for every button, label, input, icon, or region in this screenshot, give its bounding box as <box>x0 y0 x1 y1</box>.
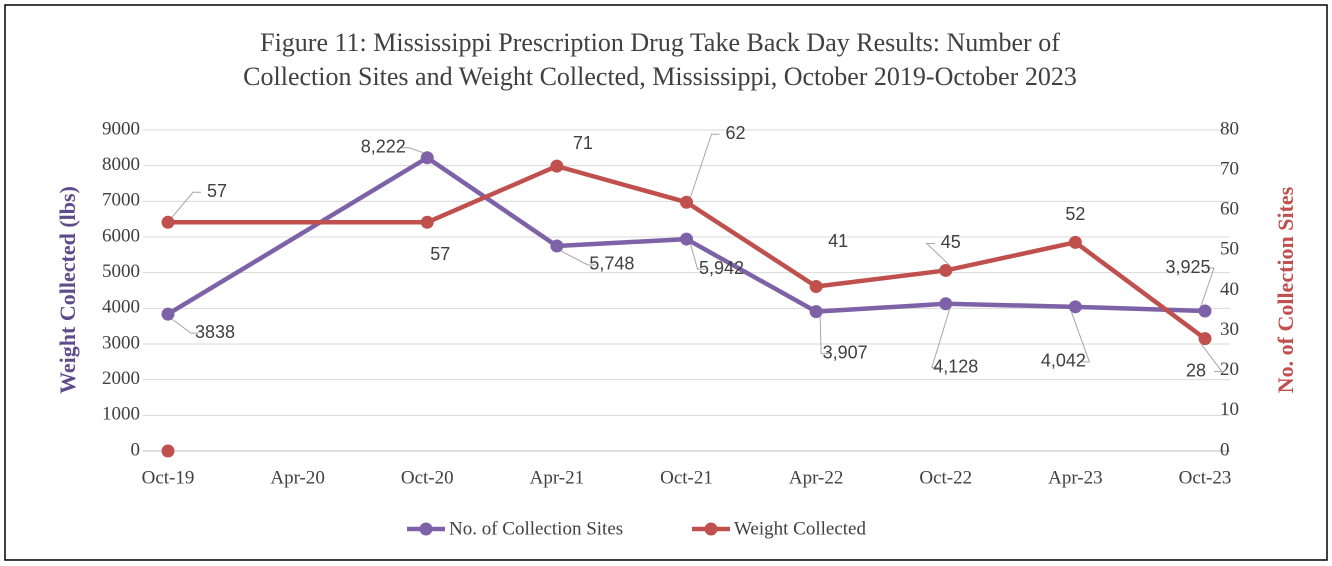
y2-tick-label: 80 <box>1220 118 1239 139</box>
x-tick-label: Oct-23 <box>1179 467 1232 488</box>
y-axis-title: Weight Collected (lbs) <box>55 186 80 394</box>
leader-line <box>931 308 951 369</box>
data-label: 3838 <box>195 322 235 342</box>
legend-label: Weight Collected <box>734 518 866 539</box>
data-label: 41 <box>828 231 848 251</box>
y-tick-label: 7000 <box>102 190 140 211</box>
data-label: 5,942 <box>699 258 744 278</box>
data-point <box>809 305 823 319</box>
y2-tick-label: 40 <box>1220 279 1239 300</box>
leader-line <box>690 133 720 198</box>
leader-line <box>690 243 706 270</box>
data-point <box>680 195 693 209</box>
data-label: 57 <box>430 244 450 264</box>
y-tick-label: 1000 <box>102 404 140 425</box>
leader-line <box>560 250 596 266</box>
y2-tick-label: 60 <box>1220 199 1239 220</box>
x-tick-label: Oct-21 <box>660 467 713 488</box>
legend-marker <box>419 522 433 536</box>
data-point <box>939 263 953 277</box>
data-point <box>550 159 564 173</box>
x-tick-label: Oct-20 <box>401 467 454 488</box>
y-tick-label: 2000 <box>102 368 140 389</box>
data-point <box>161 215 175 229</box>
data-point <box>550 239 564 253</box>
data-point <box>161 307 175 321</box>
leader-line <box>171 191 201 218</box>
data-point <box>420 151 434 165</box>
y-tick-label: 4000 <box>102 297 140 318</box>
chart-border <box>4 4 1328 561</box>
data-point <box>1068 235 1082 249</box>
chart-title: Figure 11: Mississippi Prescription Drug… <box>260 28 1060 57</box>
leader-line <box>171 318 199 334</box>
data-label: 52 <box>1065 204 1085 224</box>
x-tick-label: Oct-19 <box>142 467 195 488</box>
y-tick-label: 6000 <box>102 225 140 246</box>
data-point <box>1068 300 1082 314</box>
data-label: 57 <box>207 181 227 201</box>
data-label: 3,907 <box>823 342 868 362</box>
series-line <box>168 163 1207 341</box>
data-label: 5,748 <box>589 254 634 274</box>
chart-title: Collection Sites and Weight Collected, M… <box>243 62 1077 91</box>
y-tick-label: 5000 <box>102 261 140 282</box>
data-label: 8,222 <box>361 136 406 156</box>
legend-label: No. of Collection Sites <box>449 518 623 539</box>
x-tick-label: Apr-23 <box>1048 467 1103 488</box>
x-tick-label: Apr-22 <box>789 467 844 488</box>
series-line <box>166 155 1206 317</box>
data-label: 62 <box>725 123 745 143</box>
data-label: 28 <box>1186 360 1206 380</box>
data-label: 4,042 <box>1041 351 1086 371</box>
leader-line <box>1200 343 1223 373</box>
y2-tick-label: 20 <box>1220 359 1239 380</box>
y-tick-label: 0 <box>131 439 141 460</box>
data-point <box>939 297 953 311</box>
data-label: 71 <box>573 133 593 153</box>
y-tick-label: 9000 <box>102 118 140 139</box>
data-point <box>420 215 434 229</box>
x-tick-label: Oct-22 <box>919 467 972 488</box>
y2-tick-label: 10 <box>1220 399 1239 420</box>
x-tick-label: Apr-21 <box>530 467 585 488</box>
leader-line <box>401 147 424 154</box>
x-tick-label: Apr-20 <box>270 467 325 488</box>
y-tick-label: 3000 <box>102 332 140 353</box>
data-point <box>809 279 823 293</box>
data-label: 45 <box>941 232 961 252</box>
data-label: 4,128 <box>933 357 978 377</box>
data-point <box>680 232 693 246</box>
leader-line <box>1070 311 1091 363</box>
legend-marker <box>704 522 718 536</box>
y2-tick-label: 30 <box>1220 319 1239 340</box>
data-point <box>161 444 175 458</box>
leader-line <box>819 316 830 355</box>
leader-line <box>1200 267 1215 307</box>
data-label: 3,925 <box>1165 257 1210 277</box>
y2-tick-label: 0 <box>1220 439 1230 460</box>
y2-tick-label: 50 <box>1220 239 1239 260</box>
y-tick-label: 8000 <box>102 154 140 175</box>
data-point <box>1198 332 1212 346</box>
leader-line <box>925 242 951 266</box>
y2-axis-title: No. of Collection Sites <box>1273 186 1298 393</box>
y2-tick-label: 70 <box>1220 158 1239 179</box>
data-point <box>1198 304 1212 318</box>
